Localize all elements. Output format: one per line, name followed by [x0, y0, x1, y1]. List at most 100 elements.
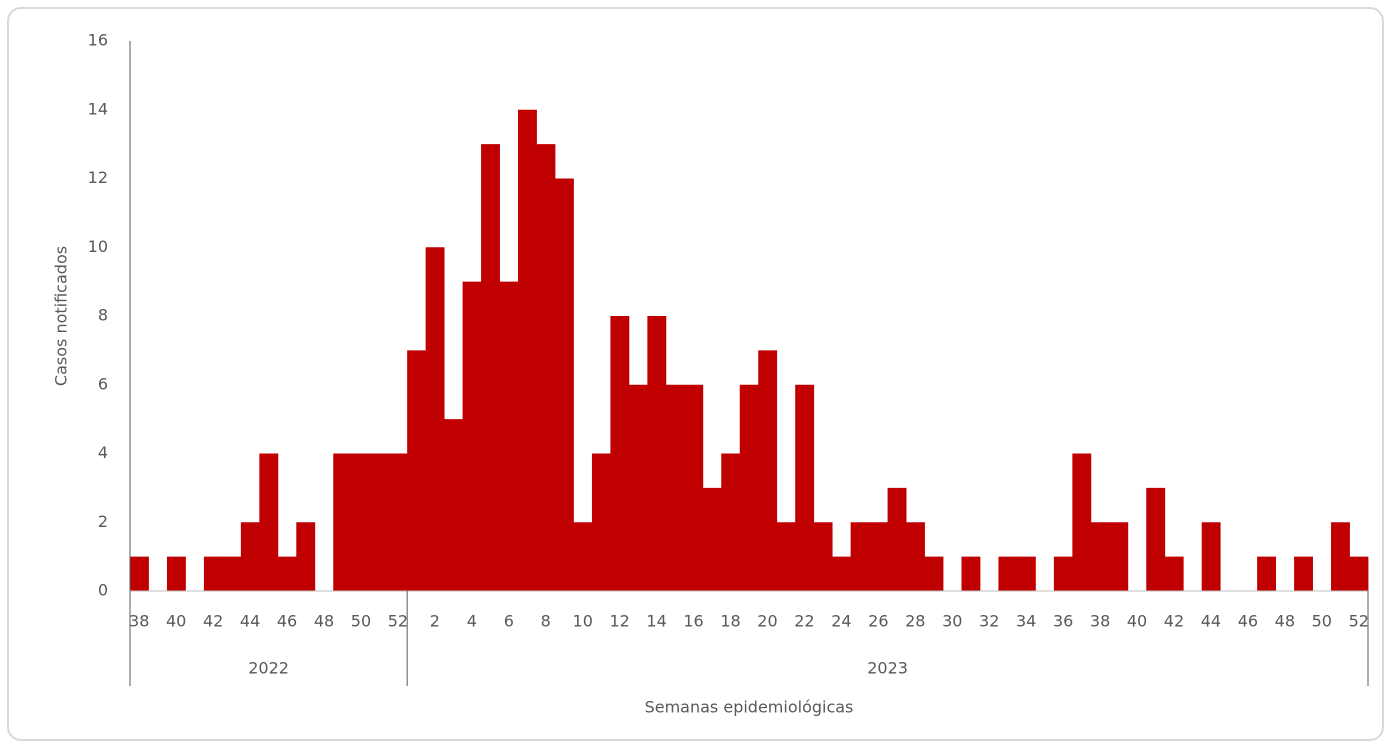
bar [351, 453, 371, 591]
bar [702, 487, 722, 591]
x-tick-label: 40 [166, 612, 186, 631]
x-tick-label: 48 [1275, 612, 1295, 631]
x-tick-label: 26 [868, 612, 888, 631]
bar [444, 419, 463, 591]
bar [1053, 556, 1073, 591]
bar [591, 453, 611, 591]
bar [388, 453, 408, 591]
bar [795, 384, 815, 591]
bar [647, 316, 667, 591]
x-tick-label: 4 [467, 612, 477, 631]
x-tick-label: 38 [129, 612, 149, 631]
bar [1331, 522, 1350, 591]
x-tick-label: 18 [720, 612, 740, 631]
bar [1201, 522, 1221, 591]
bar [573, 522, 593, 591]
x-tick-label: 50 [1312, 612, 1332, 631]
bar [684, 384, 704, 591]
x-tick-label: 22 [794, 612, 814, 631]
y-tick-label: 8 [98, 306, 108, 325]
bar [277, 556, 297, 591]
y-tick-label: 14 [88, 99, 108, 118]
bar [832, 556, 852, 591]
y-tick-label: 0 [98, 581, 108, 600]
y-tick-label: 4 [98, 443, 108, 462]
x-tick-label: 6 [504, 612, 514, 631]
x-tick-label: 10 [573, 612, 593, 631]
bar [554, 178, 574, 591]
bar [166, 556, 186, 591]
bar [370, 453, 390, 591]
x-tick-label: 34 [1016, 612, 1036, 631]
bar [924, 556, 944, 591]
bar [1072, 453, 1092, 591]
bar [536, 144, 556, 591]
bar [499, 281, 519, 591]
bar [462, 281, 482, 591]
bar [222, 556, 242, 591]
x-tick-label: 36 [1053, 612, 1073, 631]
bar [628, 384, 648, 591]
bar [850, 522, 870, 591]
x-tick-label: 44 [1201, 612, 1221, 631]
bar [721, 453, 741, 591]
x-tick-label: 42 [203, 612, 223, 631]
y-tick-label: 16 [88, 31, 108, 50]
bar [1257, 556, 1277, 591]
bar [333, 453, 353, 591]
bar [906, 522, 925, 591]
bar [259, 453, 279, 591]
x-tick-label: 28 [905, 612, 925, 631]
bar [130, 556, 149, 591]
bar [813, 522, 833, 591]
bar [518, 109, 537, 591]
x-tick-label: 14 [646, 612, 666, 631]
bar [887, 487, 907, 591]
x-tick-label: 42 [1164, 612, 1184, 631]
y-axis-label: Casos notificados [52, 246, 71, 386]
x-tick-label: 20 [757, 612, 777, 631]
x-tick-label: 44 [240, 612, 260, 631]
x-tick-label: 30 [942, 612, 962, 631]
bar [425, 247, 445, 591]
bar [240, 522, 260, 591]
y-tick-label: 12 [88, 168, 108, 187]
bar [610, 316, 630, 591]
x-tick-label: 8 [541, 612, 551, 631]
bar [776, 522, 796, 591]
x-tick-label: 32 [979, 612, 999, 631]
bar [296, 522, 316, 591]
x-tick-label: 50 [351, 612, 371, 631]
bar [665, 384, 685, 591]
x-tick-label: 46 [1238, 612, 1258, 631]
group-label: 2023 [867, 659, 908, 678]
x-tick-label: 52 [1349, 612, 1369, 631]
x-tick-label: 24 [831, 612, 851, 631]
bar [961, 556, 981, 591]
chart-frame [7, 7, 1384, 741]
bar [739, 384, 759, 591]
x-tick-label: 2 [430, 612, 440, 631]
bar [1016, 556, 1036, 591]
bar [1109, 522, 1129, 591]
bar [758, 350, 778, 591]
x-tick-label: 52 [388, 612, 408, 631]
y-tick-label: 2 [98, 512, 108, 531]
bar [481, 144, 500, 591]
x-tick-label: 40 [1127, 612, 1147, 631]
x-tick-label: 38 [1090, 612, 1110, 631]
bar [1164, 556, 1184, 591]
x-tick-label: 46 [277, 612, 297, 631]
x-axis-label: Semanas epidemiológicas [645, 698, 854, 717]
bar [203, 556, 223, 591]
group-label: 2022 [248, 659, 289, 678]
bar [1090, 522, 1110, 591]
y-tick-label: 6 [98, 374, 108, 393]
bar [1146, 487, 1166, 591]
x-tick-label: 48 [314, 612, 334, 631]
bar [1294, 556, 1313, 591]
x-tick-label: 12 [609, 612, 629, 631]
y-tick-label: 10 [88, 237, 108, 256]
x-tick-label: 16 [683, 612, 703, 631]
